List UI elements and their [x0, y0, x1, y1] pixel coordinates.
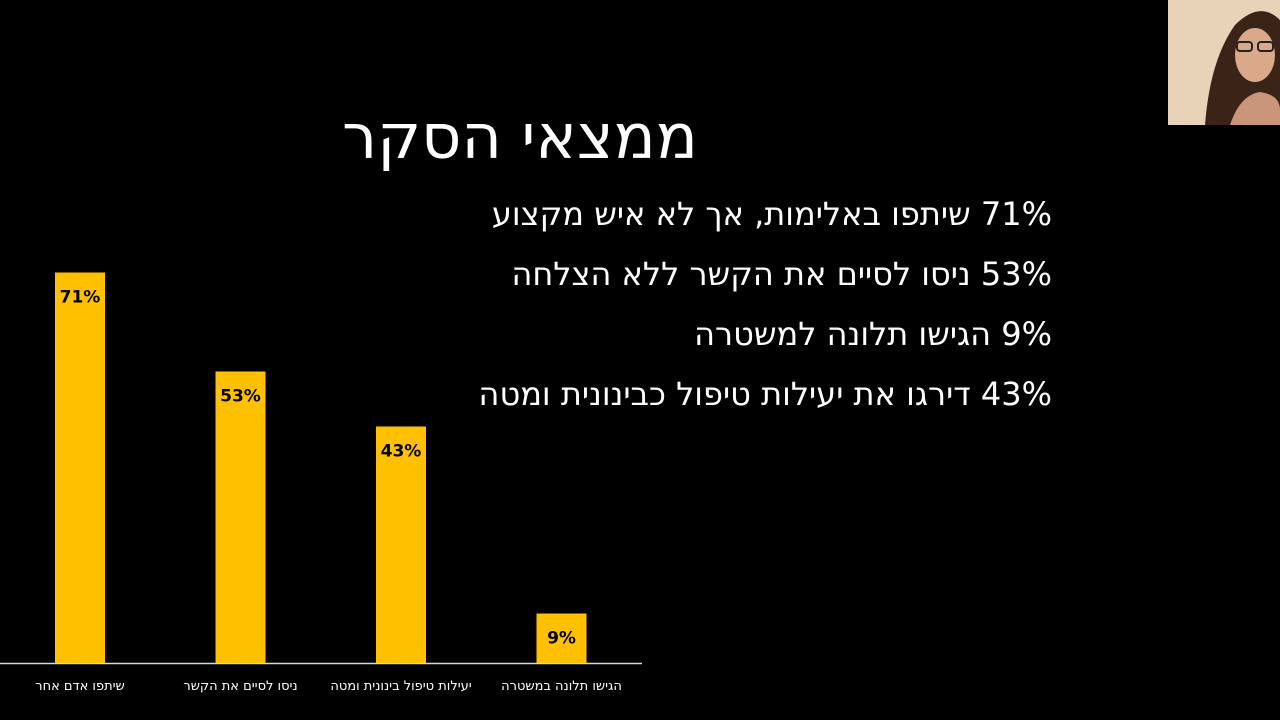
bullet: 9% הגישו תלונה למשטרה: [694, 315, 1052, 353]
x-tick-label: יעילות טיפול בינונית ומטה: [330, 679, 471, 694]
bullet: 53% ניסו לסיים את הקשר ללא הצלחה: [511, 255, 1052, 293]
value-label: 43%: [381, 442, 422, 462]
bar: [55, 272, 105, 663]
x-tick-label: הגישו תלונה במשטרה: [501, 679, 622, 694]
slide-title: ממצאי הסקר: [342, 100, 698, 173]
x-tick-label: ניסו לסיים את הקשר: [183, 679, 297, 694]
bar: [215, 371, 266, 663]
value-label: 9%: [547, 629, 576, 649]
value-label: 53%: [220, 387, 261, 407]
webcam: [1168, 0, 1280, 125]
bullet: 71% שיתפו באלימות, אך לא איש מקצוע: [491, 195, 1052, 233]
value-label: 71%: [60, 288, 101, 308]
bullet: 43% דירגו את יעילות טיפול כבינונית ומטה: [478, 375, 1052, 413]
x-tick-label: שיתפו אדם אחר: [35, 679, 125, 694]
bar: [376, 426, 426, 663]
bar: [536, 613, 587, 663]
